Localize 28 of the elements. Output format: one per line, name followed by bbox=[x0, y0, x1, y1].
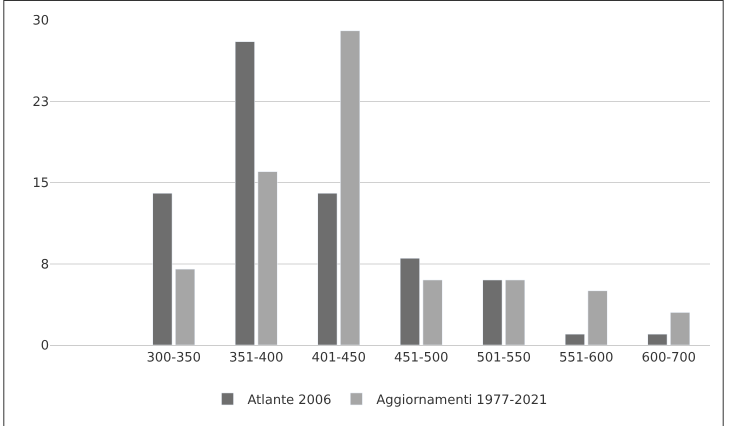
bar bbox=[422, 280, 442, 345]
x-tick-label: 501-550 bbox=[476, 350, 531, 366]
x-tick-label: 401-450 bbox=[312, 350, 366, 366]
bar bbox=[340, 30, 360, 345]
x-tick-label: 351-400 bbox=[229, 350, 284, 366]
bar bbox=[565, 334, 585, 345]
bar bbox=[670, 312, 690, 345]
x-tick-label: 300-350 bbox=[146, 350, 201, 366]
bar bbox=[152, 193, 172, 345]
bar bbox=[482, 280, 502, 345]
legend-label: Atlante 2006 bbox=[248, 393, 332, 408]
bar bbox=[318, 193, 338, 345]
bar bbox=[235, 41, 255, 345]
x-tick-label: 600-700 bbox=[642, 350, 696, 366]
bar bbox=[400, 258, 420, 345]
legend-label: Aggiornamenti 1977-2021 bbox=[376, 393, 548, 408]
x-tick-label: 451-500 bbox=[394, 350, 448, 366]
y-tick-label: 15 bbox=[32, 176, 49, 192]
bar bbox=[588, 290, 608, 345]
y-tick-label: 0 bbox=[40, 338, 49, 354]
bar bbox=[648, 334, 668, 345]
y-tick-label: 23 bbox=[32, 94, 49, 110]
bar bbox=[505, 280, 525, 345]
y-tick-label: 8 bbox=[40, 257, 49, 272]
bar bbox=[175, 268, 195, 345]
bar bbox=[258, 171, 278, 345]
y-tick-label: 30 bbox=[32, 14, 49, 29]
x-tick-label: 551-600 bbox=[559, 350, 614, 366]
